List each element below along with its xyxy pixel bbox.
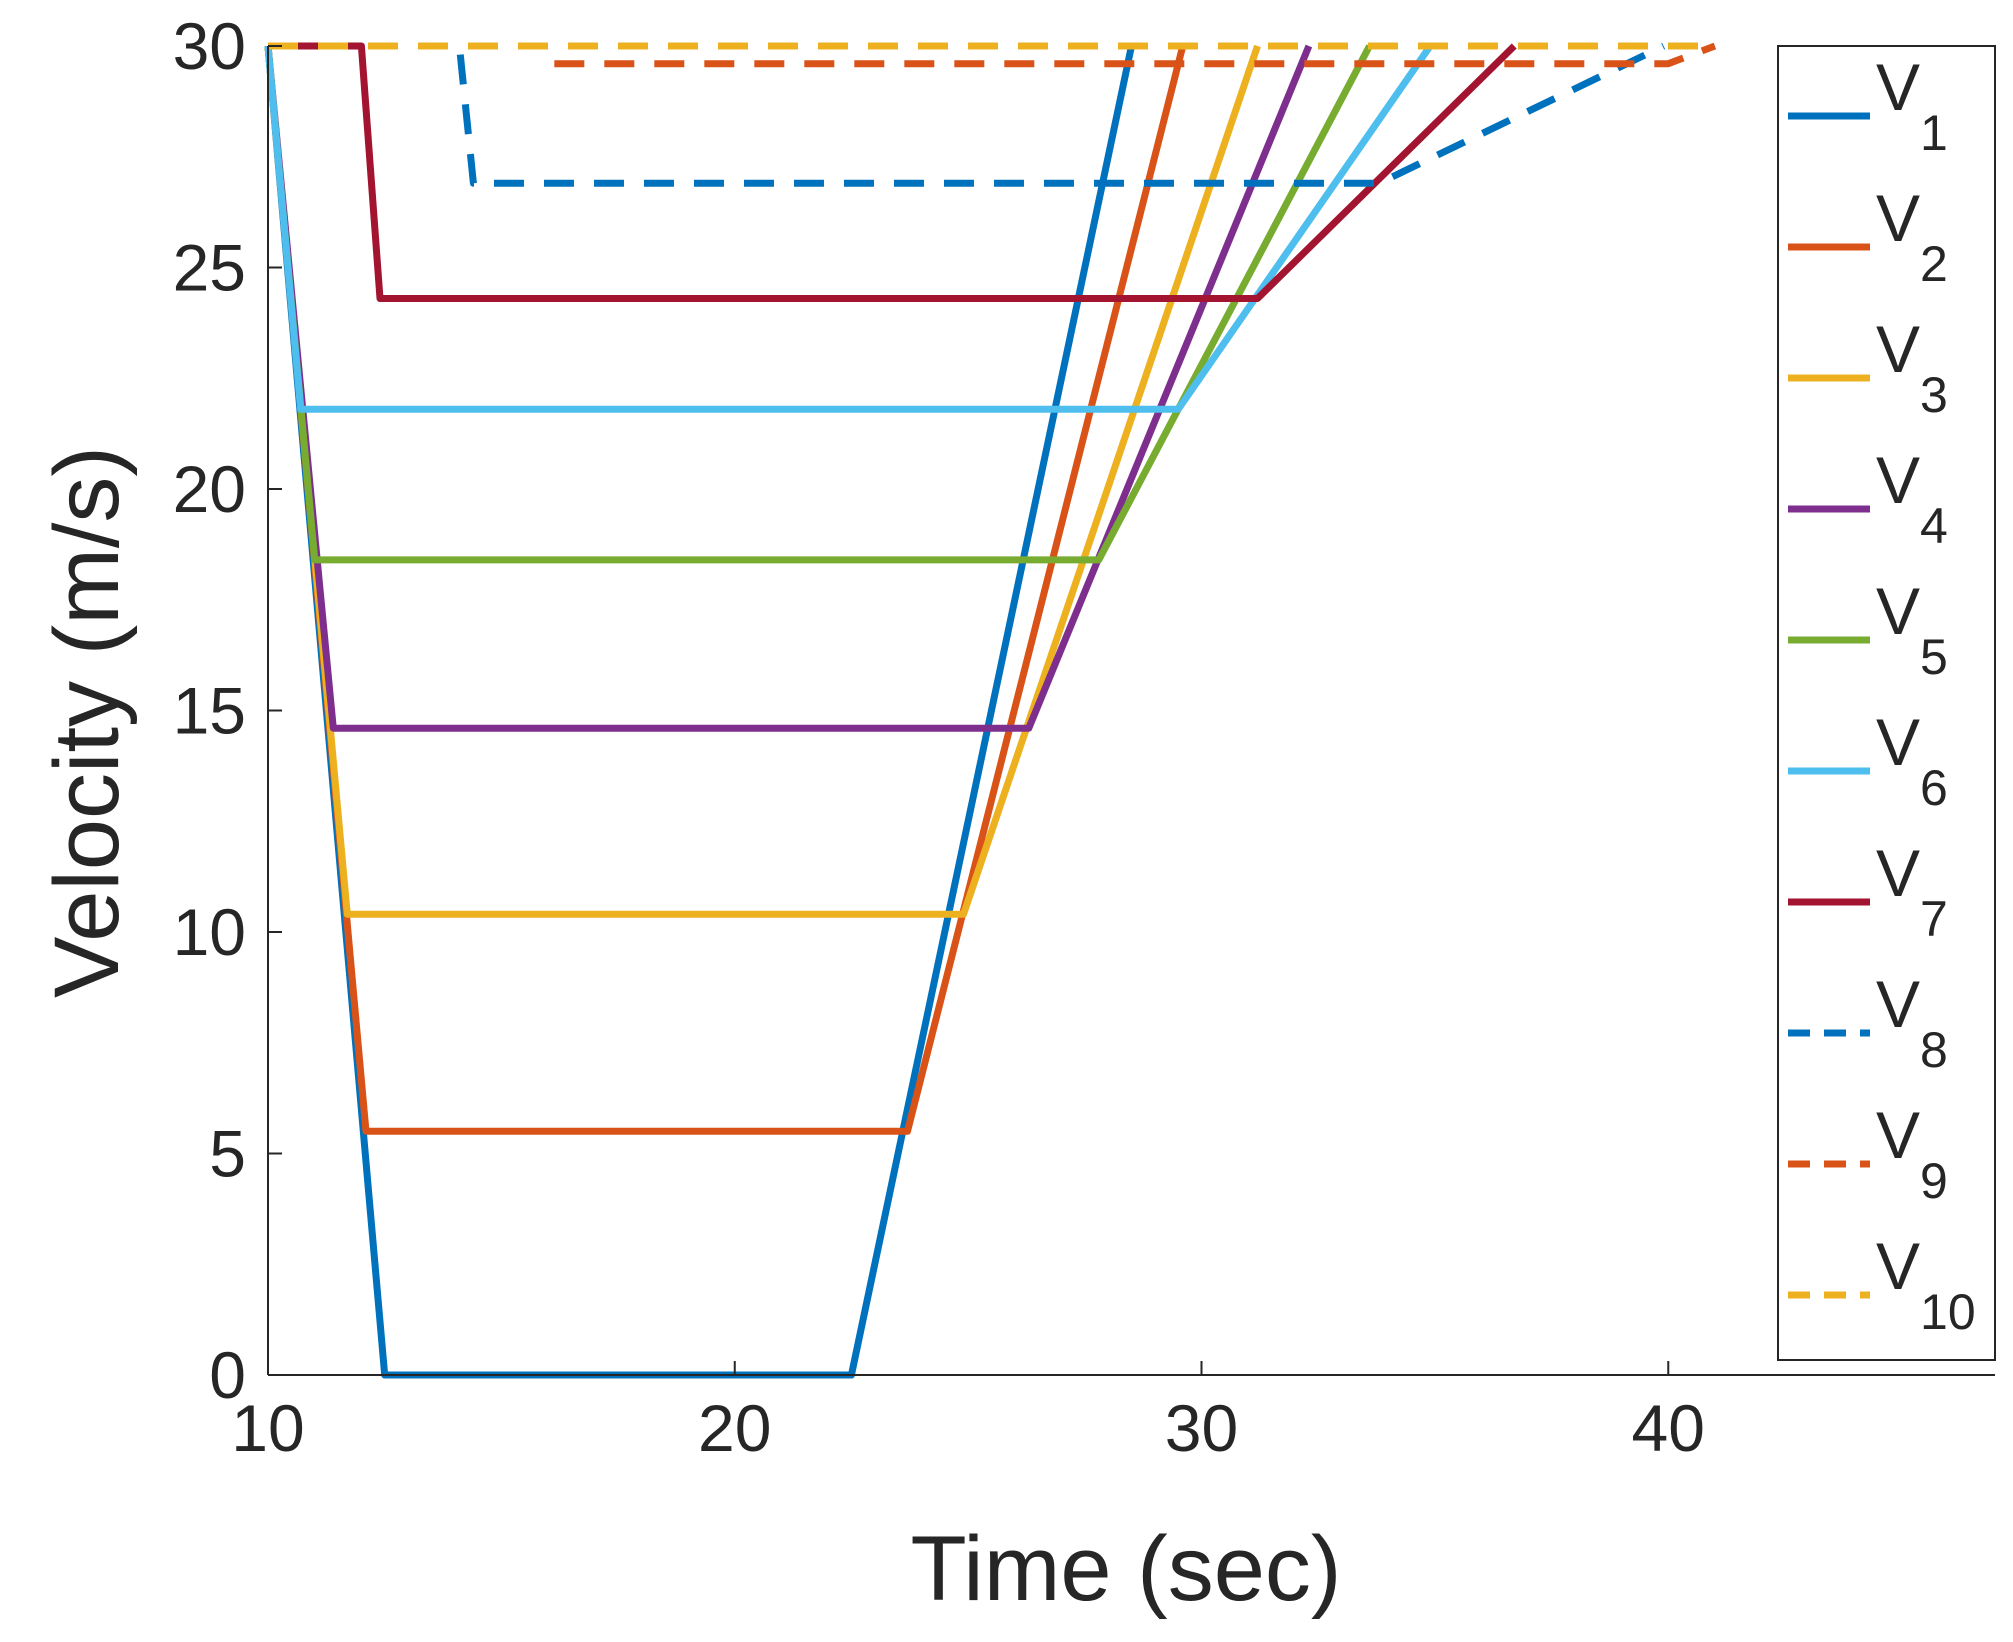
y-tick-label: 0	[209, 1338, 246, 1412]
legend-label-v5: V5	[1876, 574, 1948, 685]
x-tick-label: 30	[1165, 1391, 1238, 1465]
plot-area	[268, 46, 1995, 1375]
x-axis-label: Time (sec)	[910, 1518, 1341, 1620]
legend-label-v8: V8	[1876, 967, 1948, 1078]
x-tick-label: 40	[1632, 1391, 1705, 1465]
y-tick-label: 30	[173, 9, 246, 83]
y-tick-label: 15	[173, 674, 246, 748]
plot-background	[268, 46, 1995, 1375]
y-tick-label: 5	[209, 1117, 246, 1191]
y-tick-label: 10	[173, 895, 246, 969]
legend-label-v4: V4	[1876, 443, 1948, 554]
legend: V1 V2 V3 V4 V5 V6 V7 V8 V9 V10	[1777, 45, 1996, 1361]
legend-box	[1777, 45, 1996, 1361]
legend-label-v10: V10	[1876, 1229, 1976, 1340]
x-tick-label: 10	[231, 1391, 304, 1465]
legend-label-v7: V7	[1876, 836, 1948, 947]
y-axis-label: Velocity (m/s)	[36, 446, 138, 998]
y-tick-label: 20	[173, 452, 246, 526]
series-layer	[264, 42, 1717, 1379]
axes-layer: 10 20 30 40 0 5 10 15 20 25 30	[173, 9, 1995, 1465]
legend-label-v1: V1	[1876, 50, 1948, 161]
y-tick-label: 25	[173, 231, 246, 305]
x-tick-label: 20	[698, 1391, 771, 1465]
legend-label-v6: V6	[1876, 705, 1948, 816]
legend-label-v2: V2	[1876, 181, 1948, 292]
legend-label-v9: V9	[1876, 1098, 1948, 1209]
series-line-v6	[264, 44, 1434, 413]
legend-label-v3: V3	[1876, 312, 1948, 423]
